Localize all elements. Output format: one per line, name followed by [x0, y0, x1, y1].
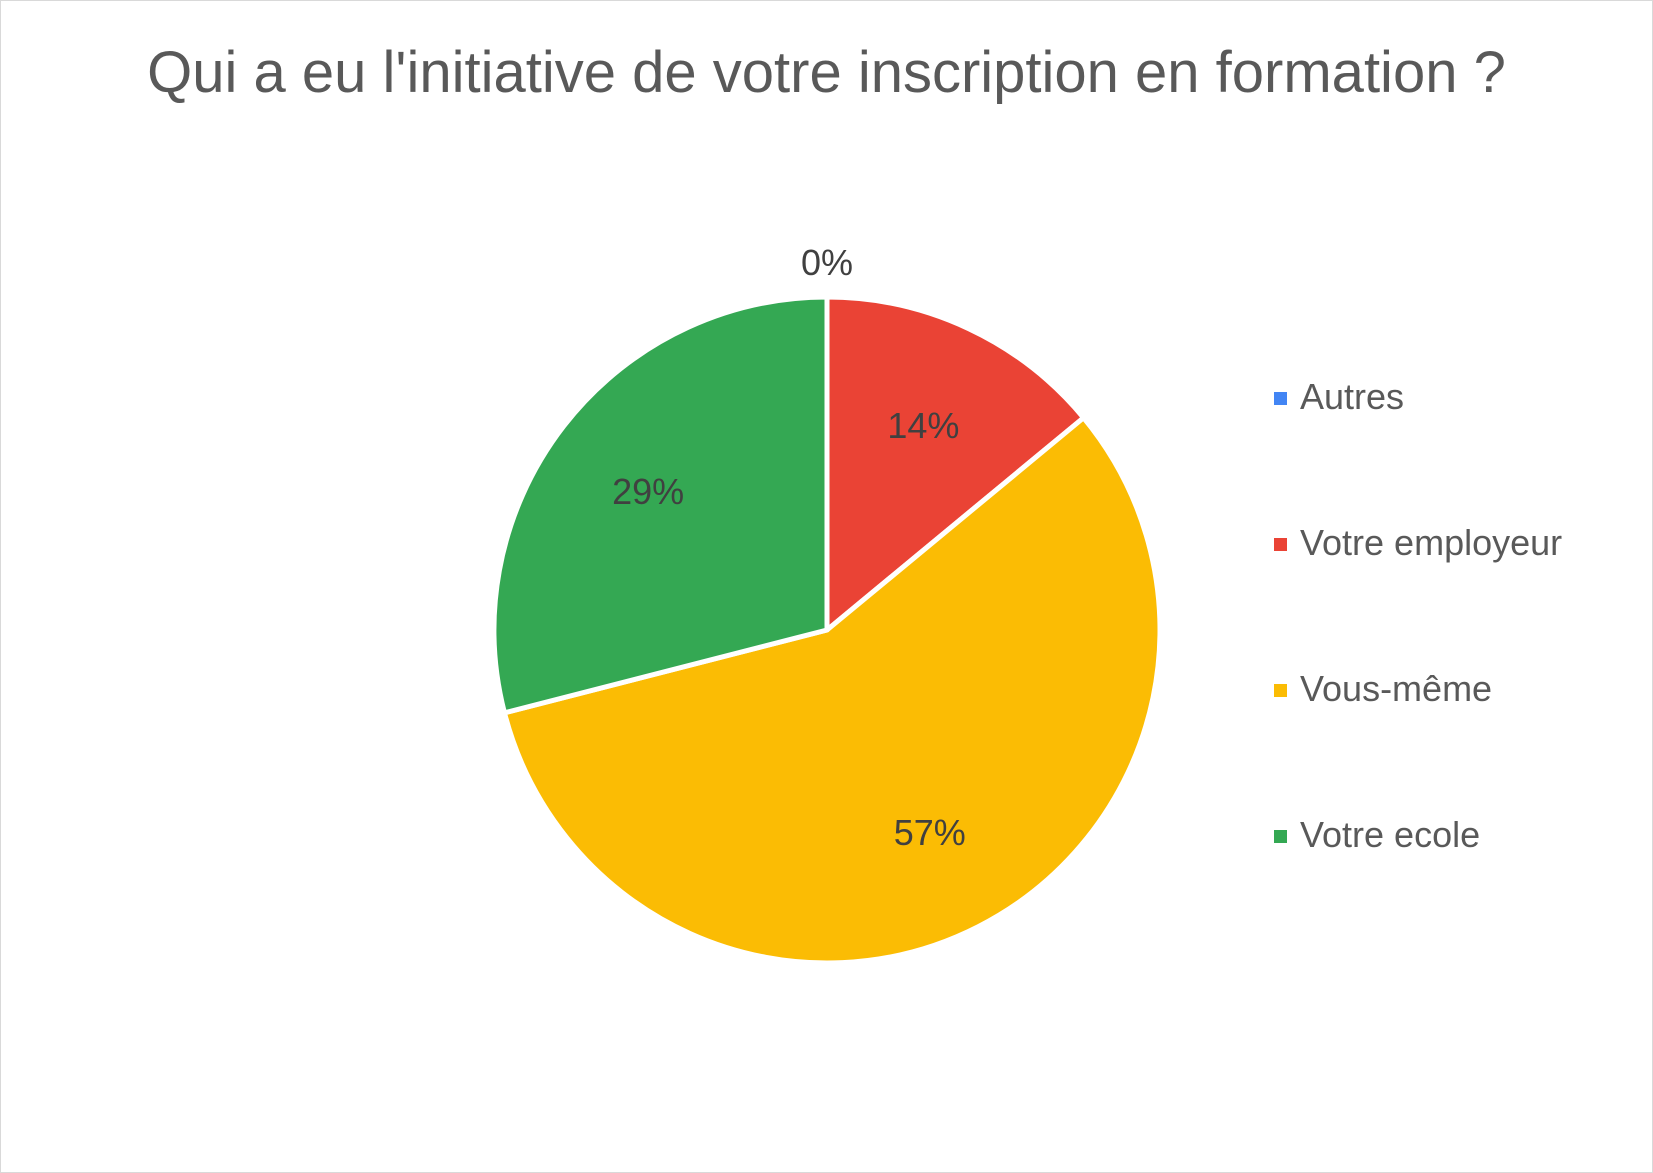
data-label-autres: 0% — [801, 242, 853, 283]
legend-swatch — [1274, 392, 1287, 405]
legend-item-votre-ecole[interactable]: Votre ecole — [1274, 810, 1644, 956]
data-label-votre-employeur: 14% — [887, 405, 959, 446]
legend-label: Votre employeur — [1300, 522, 1563, 563]
data-label-votre-ecole: 29% — [612, 471, 684, 512]
data-label-vous-m-me: 57% — [894, 812, 966, 853]
legend-item-vous-meme[interactable]: Vous-même — [1274, 664, 1644, 810]
legend-label: Votre ecole — [1300, 814, 1481, 855]
legend-swatch — [1274, 538, 1287, 551]
pie-slice-votre-employeur[interactable] — [824, 294, 1087, 633]
chart-title: Qui a eu l'initiative de votre inscripti… — [147, 40, 1506, 105]
chart-legend: Autres Votre employeur Vous-même Votre e… — [1274, 372, 1644, 956]
pie-slice-votre-ecole[interactable] — [491, 294, 830, 716]
legend-item-autres[interactable]: Autres — [1274, 372, 1644, 518]
legend-label: Autres — [1300, 376, 1405, 417]
legend-swatch — [1274, 684, 1287, 697]
legend-item-votre-employeur[interactable]: Votre employeur — [1274, 518, 1644, 664]
pie-slice-vous-m-me[interactable] — [501, 415, 1163, 966]
legend-label: Vous-même — [1300, 668, 1493, 709]
legend-swatch — [1274, 830, 1287, 843]
pie-data-labels: 0% 14% 57% 29% — [612, 242, 966, 853]
pie-slices — [491, 294, 1163, 966]
